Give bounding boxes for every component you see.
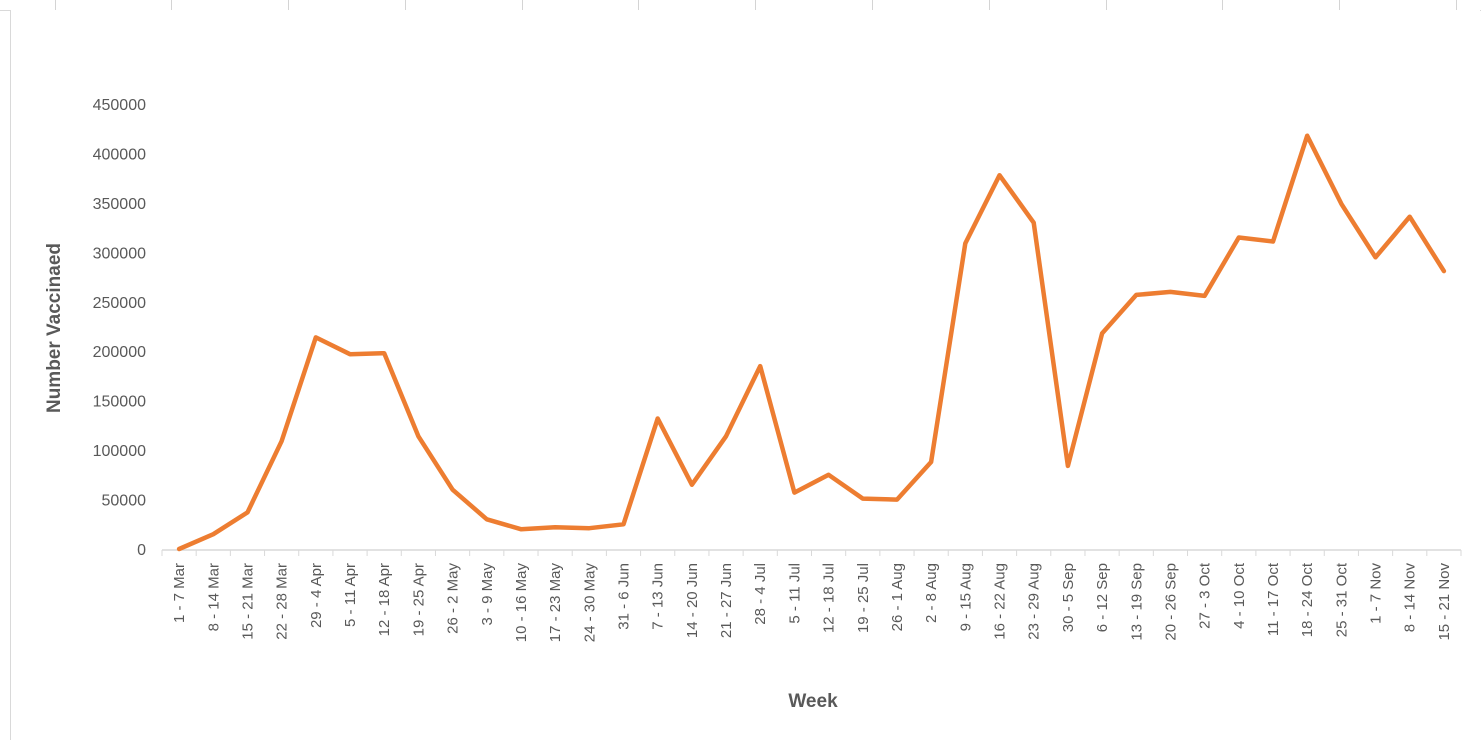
x-tick-label: 12 - 18 Apr	[376, 563, 393, 636]
y-tick-label: 100000	[93, 443, 146, 460]
grid-line	[171, 0, 172, 10]
grid-line	[288, 0, 289, 10]
grid-line	[638, 0, 639, 10]
x-tick-label: 28 - 4 Jul	[752, 563, 769, 625]
x-tick-label: 15 - 21 Mar	[239, 563, 256, 640]
x-tick-label: 3 - 9 May	[479, 563, 496, 626]
x-tick-label: 18 - 24 Oct	[1299, 562, 1316, 637]
grid-line	[1456, 0, 1457, 10]
chart-area[interactable]	[10, 10, 1480, 740]
x-tick-label: 17 - 23 May	[547, 563, 564, 643]
x-tick-label: 13 - 19 Sep	[1128, 563, 1145, 641]
x-tick-label: 29 - 4 Apr	[308, 563, 325, 628]
x-tick-label: 6 - 12 Sep	[1094, 563, 1111, 632]
y-tick-label: 300000	[93, 245, 146, 262]
grid-line	[989, 0, 990, 10]
y-tick-label: 0	[137, 542, 146, 559]
x-tick-label: 9 - 15 Aug	[957, 563, 974, 631]
x-tick-label: 16 - 22 Aug	[992, 563, 1009, 640]
x-tick-label: 4 - 10 Oct	[1231, 562, 1248, 629]
grid-line	[1339, 0, 1340, 10]
x-tick-label: 27 - 3 Oct	[1197, 562, 1214, 629]
x-tick-label: 19 - 25 Apr	[410, 563, 427, 636]
x-tick-label: 21 - 27 Jun	[718, 563, 735, 638]
grid-line	[755, 0, 756, 10]
grid-line	[522, 0, 523, 10]
x-tick-label: 19 - 25 Jul	[855, 563, 872, 633]
x-tick-label: 25 - 31 Oct	[1333, 562, 1350, 637]
y-tick-label: 50000	[102, 493, 147, 510]
x-tick-label: 11 - 17 Oct	[1265, 562, 1282, 636]
x-tick-label: 2 - 8 Aug	[923, 563, 940, 623]
y-axis-title: Number Vaccinaed	[44, 243, 65, 413]
x-tick-label: 26 - 1 Aug	[889, 563, 906, 631]
x-tick-label: 22 - 28 Mar	[274, 563, 291, 640]
x-tick-label: 7 - 13 Jun	[650, 563, 667, 630]
x-tick-label: 23 - 29 Aug	[1026, 563, 1043, 640]
x-tick-label: 30 - 5 Sep	[1060, 563, 1077, 632]
x-tick-label: 8 - 14 Nov	[1402, 563, 1419, 633]
y-tick-label: 400000	[93, 146, 146, 163]
x-tick-label: 24 - 30 May	[581, 563, 598, 643]
x-tick-label: 1 - 7 Nov	[1368, 563, 1385, 624]
x-tick-label: 12 - 18 Jul	[821, 563, 838, 633]
grid-line	[55, 0, 56, 10]
y-tick-label: 200000	[93, 344, 146, 361]
y-tick-label: 350000	[93, 196, 146, 213]
x-axis-ticks: 1 - 7 Mar 8 - 14 Mar 15 - 21 Mar 22 - 28 Ma…	[161, 550, 1462, 643]
grid-line	[1106, 0, 1107, 10]
y-tick-label: 450000	[93, 97, 146, 114]
x-tick-label: 5 - 11 Apr	[342, 563, 359, 627]
x-tick-label: 20 - 26 Sep	[1162, 563, 1179, 641]
x-tick-label: 31 - 6 Jun	[615, 563, 632, 630]
x-tick-label: 14 - 20 Jun	[684, 563, 701, 638]
grid-line	[1222, 0, 1223, 10]
grid-line	[872, 0, 873, 10]
x-tick-label: 5 - 11 Jul	[786, 563, 803, 624]
series-line[interactable]	[176, 133, 1447, 552]
x-tick-label: 26 - 2 May	[445, 563, 462, 634]
x-tick-label: 8 - 14 Mar	[205, 563, 222, 631]
y-tick-label: 150000	[93, 394, 146, 411]
x-tick-label: 10 - 16 May	[513, 563, 530, 643]
y-axis-ticks: 0 50000 100000 150000 200000 250000 300000 3500…	[93, 97, 146, 559]
x-tick-label: 1 - 7 Mar	[171, 563, 188, 623]
x-axis-title: Week	[788, 691, 838, 712]
y-tick-label: 250000	[93, 295, 146, 312]
grid-line	[405, 0, 406, 10]
x-tick-label: 15 - 21 Nov	[1436, 563, 1453, 641]
